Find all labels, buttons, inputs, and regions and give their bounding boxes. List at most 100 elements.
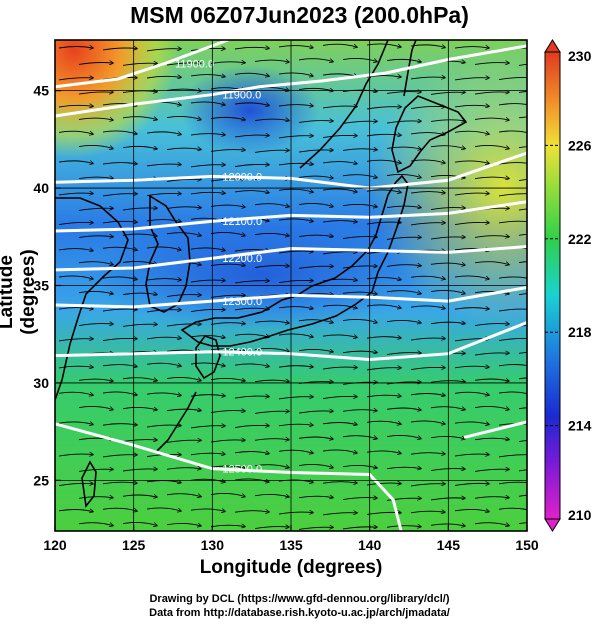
streamline <box>278 449 313 453</box>
streamline <box>166 409 201 411</box>
streamline <box>298 319 333 323</box>
streamline <box>386 435 421 438</box>
streamline <box>410 77 445 79</box>
streamline <box>190 165 225 168</box>
streamline <box>518 293 527 296</box>
streamline <box>518 178 527 181</box>
streamline <box>254 321 289 323</box>
streamline <box>498 103 527 106</box>
streamline <box>322 106 357 108</box>
streamline <box>498 220 527 224</box>
streamline <box>190 309 225 311</box>
streamline <box>190 453 225 455</box>
streamline <box>234 425 269 427</box>
streamline <box>386 382 421 384</box>
streamline <box>454 454 489 456</box>
streamline <box>190 75 225 77</box>
streamline <box>122 377 157 381</box>
streamline <box>298 411 333 413</box>
streamline <box>342 498 377 500</box>
x-tick-label: 120 <box>43 537 67 553</box>
streamline <box>386 408 421 410</box>
streamline <box>122 146 157 149</box>
streamline <box>166 468 201 470</box>
colorbar: 210 214 218 222 226 230 <box>544 39 592 532</box>
streamline <box>146 49 181 52</box>
streamline <box>386 59 421 62</box>
streamline <box>210 323 245 325</box>
streamline <box>166 148 201 150</box>
streamline <box>58 130 93 134</box>
streamline <box>474 291 509 294</box>
streamline <box>498 76 527 81</box>
streamline <box>146 246 181 250</box>
streamline <box>278 366 313 368</box>
streamline <box>386 320 421 323</box>
streamline <box>58 308 93 310</box>
streamline <box>190 101 225 105</box>
streamline <box>210 231 245 235</box>
streamline <box>166 207 201 209</box>
streamline <box>298 121 333 123</box>
streamline <box>254 527 289 529</box>
streamline <box>386 147 421 149</box>
streamline <box>518 494 527 497</box>
streamline <box>234 511 269 513</box>
streamline <box>78 236 113 238</box>
streamline <box>278 280 313 282</box>
streamline <box>78 177 113 179</box>
streamline <box>298 349 333 352</box>
streamline <box>78 144 113 148</box>
streamline <box>518 116 527 119</box>
chart-title: MSM 06Z07Jun2023 (200.0hPa) <box>130 2 469 28</box>
streamline <box>210 150 245 152</box>
streamline <box>102 338 137 340</box>
streamline <box>234 72 269 76</box>
streamline <box>386 353 421 355</box>
streamline <box>234 135 269 137</box>
streamline <box>210 117 245 120</box>
streamline <box>342 90 377 92</box>
streamline <box>234 478 269 482</box>
contour-label: 11900.0 <box>222 90 261 102</box>
streamline <box>454 193 489 195</box>
streamline <box>146 76 181 78</box>
streamline <box>58 105 93 107</box>
streamline <box>146 393 181 396</box>
streamline <box>78 379 113 381</box>
streamline <box>122 63 157 66</box>
contour-line <box>55 40 229 89</box>
streamline <box>454 391 489 395</box>
streamline <box>518 261 527 264</box>
streamline <box>234 396 269 398</box>
streamline <box>190 426 225 429</box>
contour-label: 12300.0 <box>222 296 262 308</box>
coastline-siberia <box>299 40 389 169</box>
streamline <box>234 191 269 193</box>
streamline <box>498 391 527 395</box>
streamline <box>122 208 157 210</box>
streamline <box>298 58 333 62</box>
streamline <box>322 449 357 453</box>
streamline <box>498 130 527 134</box>
contour-label: 12000.0 <box>222 171 262 183</box>
streamline <box>322 513 357 516</box>
streamline <box>454 105 489 107</box>
streamline <box>278 307 313 309</box>
streamline <box>210 411 245 413</box>
streamline <box>498 481 527 485</box>
streamline <box>518 208 527 211</box>
coastline-kyushu <box>195 335 221 380</box>
streamline <box>278 219 313 222</box>
coastline-ryukyu <box>155 391 197 453</box>
streamline <box>474 324 509 326</box>
x-tick-label: 135 <box>279 537 303 553</box>
streamline <box>342 204 377 207</box>
streamline <box>58 47 93 49</box>
streamline <box>298 437 333 439</box>
streamline <box>58 193 93 195</box>
streamline <box>454 366 489 368</box>
streamline <box>146 164 181 166</box>
streamline <box>342 266 377 268</box>
x-tick-label: 145 <box>437 537 461 553</box>
